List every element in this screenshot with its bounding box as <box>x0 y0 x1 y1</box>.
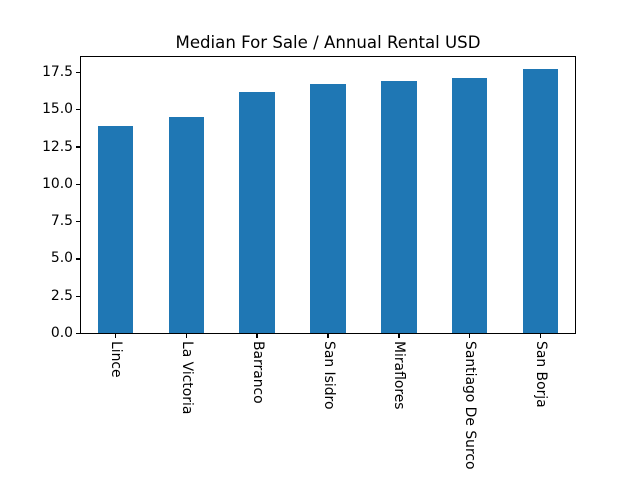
bar-miraflores <box>381 81 417 334</box>
y-tick-label-12.5: 12.5 <box>42 138 73 155</box>
x-tick-mark <box>539 333 542 338</box>
y-tick-mark <box>76 220 80 223</box>
x-tick-label-santiago-de-surco: Santiago De Surco <box>462 340 479 470</box>
bar-lince <box>97 126 134 334</box>
x-tick-mark <box>114 333 117 338</box>
x-tick-mark <box>256 333 258 338</box>
x-tick-mark <box>327 333 329 338</box>
chart-title: Median For Sale / Annual Rental USD <box>175 33 481 52</box>
x-tick-mark <box>398 333 400 338</box>
x-tick-label-san-isidro: San Isidro <box>320 340 337 409</box>
x-tick-label-san-borja: San Borja <box>533 340 550 408</box>
y-tick-label-5.0: 5.0 <box>50 250 73 267</box>
y-tick-mark <box>76 332 80 335</box>
bar-barranco <box>239 91 275 334</box>
bar-san-borja <box>522 69 559 334</box>
bar-santiago-de-surco <box>452 78 488 334</box>
x-tick-label-lince: Lince <box>107 340 124 378</box>
y-tick-label-2.5: 2.5 <box>50 287 73 304</box>
y-tick-label-17.5: 17.5 <box>42 63 73 80</box>
y-tick-label-15.0: 15.0 <box>42 101 73 118</box>
bar-la-victoria <box>168 117 204 334</box>
y-tick-label-0.0: 0.0 <box>50 325 73 341</box>
x-tick-mark <box>185 333 187 338</box>
x-tick-label-miraflores: Miraflores <box>391 340 408 410</box>
y-tick-mark <box>76 295 80 297</box>
y-tick-label-10.0: 10.0 <box>42 175 73 192</box>
y-tick-mark <box>76 109 80 111</box>
x-tick-mark <box>469 333 471 338</box>
y-tick-mark <box>76 183 80 185</box>
x-tick-label-barranco: Barranco <box>249 340 266 404</box>
x-tick-label-la-victoria: La Victoria <box>178 340 195 414</box>
y-tick-label-7.5: 7.5 <box>50 213 73 230</box>
y-tick-mark <box>76 71 80 74</box>
bar-san-isidro <box>310 84 346 334</box>
y-tick-mark <box>76 146 80 148</box>
y-tick-mark <box>76 258 80 260</box>
